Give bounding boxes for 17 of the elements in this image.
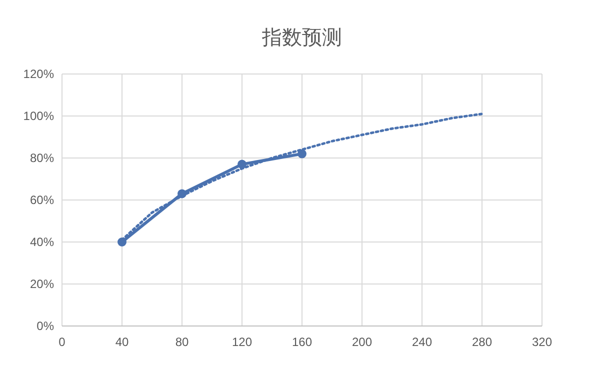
xtick: 240 bbox=[412, 335, 432, 349]
ytick: 0% bbox=[36, 319, 54, 333]
ytick: 80% bbox=[30, 151, 54, 165]
xtick: 280 bbox=[472, 335, 492, 349]
xtick: 0 bbox=[58, 335, 66, 349]
ytick: 120% bbox=[23, 67, 54, 81]
xtick: 160 bbox=[292, 335, 312, 349]
ytick: 100% bbox=[23, 109, 54, 123]
title: 指数预测 bbox=[262, 27, 342, 49]
xtick: 40 bbox=[115, 335, 129, 349]
xtick: 200 bbox=[352, 335, 372, 349]
xtick: 120 bbox=[232, 335, 252, 349]
ytick: 20% bbox=[30, 277, 54, 291]
xtick: 320 bbox=[532, 335, 552, 349]
ytick: 40% bbox=[30, 235, 54, 249]
ytick: 60% bbox=[30, 193, 54, 207]
xtick: 80 bbox=[175, 335, 189, 349]
